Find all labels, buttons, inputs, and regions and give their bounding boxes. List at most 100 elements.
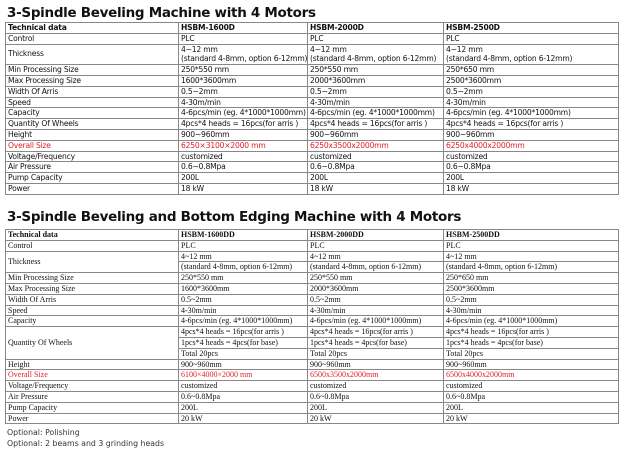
value-cell: 200L <box>307 172 444 184</box>
value-cell: 0.6~0.8Mpa <box>443 390 619 403</box>
row-label: Thickness <box>5 250 179 274</box>
spec-table-beveling-bottom-edging: Technical data HSBM-1600DD HSBM-2000DD HSBM… <box>5 229 619 425</box>
value-cell: 900~960mm <box>178 128 308 141</box>
value-cell: 250*550 mm <box>307 64 444 76</box>
value-cell: 1pcs*4 heads = 4pcs(for base) <box>307 336 444 349</box>
value-cell: 4~12 mm <box>178 250 308 263</box>
value-cell: (standard 4-8mm, option 6-12mm) <box>307 261 444 274</box>
value-cell: 4-30m/min <box>443 304 619 317</box>
header-cell: HSBM-1600D <box>178 22 308 34</box>
value-cell: 18 kW <box>178 182 308 195</box>
row-label: Capacity <box>5 315 179 328</box>
value-cell: 4pcs*4 heads = 16pcs(for arris ) <box>443 326 619 338</box>
header-cell: HSBM-1600DD <box>178 229 308 241</box>
row-label: Quantity Of Wheels <box>5 326 179 360</box>
row-label: Height <box>5 358 179 371</box>
value-cell: 18 kW <box>307 182 444 195</box>
row-label: Control <box>5 239 179 252</box>
table-row: Pump Capacity 200L 200L 200L <box>5 172 619 184</box>
value-cell: 0.6~0.8Mpa <box>307 161 444 174</box>
value-cell: 200L <box>178 172 308 184</box>
row-label: Speed <box>5 96 179 109</box>
header-cell: HSBM-2000DD <box>307 229 444 241</box>
value-cell: 250*550 mm <box>178 272 308 284</box>
note: Optional: Polishing <box>7 428 80 437</box>
value-cell: Total 20pcs <box>443 347 619 360</box>
row-label: Width Of Arris <box>5 293 179 306</box>
value-cell: Total 20pcs <box>307 347 444 360</box>
value-cell: 4~12 mm <box>443 250 619 263</box>
header-cell: Technical data <box>5 22 179 34</box>
value-cell: (standard 4-8mm, option 6-12mm) <box>443 54 619 66</box>
table-row: Overall Size 6250×3100×2000 mm 6250x3500x2… <box>5 139 619 152</box>
value-cell: 4-6pcs/min (eg. 4*1000*1000mm) <box>443 107 619 120</box>
table-row: Min Processing Size 250*550 mm 250*550 mm 2… <box>5 272 619 284</box>
value-cell: 20 kW <box>178 412 308 425</box>
table-row: Voltage/Frequency customized customized cus… <box>5 380 619 392</box>
header-row: Technical data HSBM-1600DD HSBM-2000DD HSBM… <box>5 229 619 241</box>
value-cell: 900~960mm <box>443 128 619 141</box>
value-cell: PLC <box>443 239 619 252</box>
row-label: Voltage/Frequency <box>5 150 179 163</box>
value-cell: 4~12 mm <box>443 43 619 55</box>
table-row: (standard 4-8mm, option 6-12mm) (standard… <box>6 54 619 66</box>
value-cell: 4-30m/min <box>178 96 308 109</box>
value-cell: 2000*3600mm <box>307 74 444 87</box>
note: Optional: 2 beams and 3 grinding heads <box>7 439 165 448</box>
value-cell: 4-30m/min <box>443 96 619 109</box>
table-row: Max Processing Size 1600*3600mm 2000*3600m… <box>5 74 619 87</box>
header-cell: HSBM-2500DD <box>443 229 619 241</box>
value-cell: 900~960mm <box>307 128 444 141</box>
table-row: Min Processing Size 250*550 mm 250*550 mm 2… <box>5 64 619 76</box>
notes: Optional: Polishing Optional: 2 beams an… <box>7 427 164 449</box>
value-cell: PLC <box>178 239 308 252</box>
row-label: Power <box>5 412 179 425</box>
row-label: Max Processing Size <box>5 282 179 295</box>
value-cell: 900~960mm <box>307 358 444 371</box>
value-cell: 1pcs*4 heads = 4pcs(for base) <box>443 336 619 349</box>
table-row: Speed 4-30m/min 4-30m/min 4-30m/min <box>5 304 619 317</box>
value-cell: 250*650 mm <box>443 64 619 76</box>
value-cell: 4pcs*4 heads = 16pcs(for arris ) <box>307 326 444 338</box>
value-cell: 200L <box>443 172 619 184</box>
table-row: Width Of Arris 0.5~2mm 0.5~2mm 0.5~2mm <box>5 293 619 306</box>
value-cell: 4-30m/min <box>178 304 308 317</box>
row-label: Overall Size <box>5 369 179 382</box>
table-row: Thickness 4~12 mm 4~12 mm 4~12 mm <box>5 250 619 274</box>
value-cell: PLC <box>443 32 619 45</box>
value-cell: 4-6pcs/min (eg. 4*1000*1000mm) <box>178 315 308 328</box>
value-cell: 20 kW <box>307 412 444 425</box>
table-row: Power 18 kW 18 kW 18 kW <box>5 182 619 195</box>
value-cell: 6250x4000x2000mm <box>443 139 619 152</box>
table-row: Speed 4-30m/min 4-30m/min 4-30m/min <box>5 96 619 109</box>
value-cell: 0.6~0.8Mpa <box>443 161 619 174</box>
value-cell: 4pcs*4 heads = 16pcs(for arris ) <box>178 118 308 130</box>
table-row: Quantity Of Wheels 4pcs*4 heads = 16pcs(f… <box>5 326 619 360</box>
value-cell: 18 kW <box>443 182 619 195</box>
value-cell: 0.6~0.8Mpa <box>178 390 308 403</box>
value-cell: 2500*3600mm <box>443 74 619 87</box>
value-cell: customized <box>178 150 308 163</box>
table-row: Overall Size 6100×4000×2000 mm 6500x3500x2… <box>5 369 619 382</box>
header-cell: Technical data <box>5 229 179 241</box>
table-row: Thickness 4~12 mm 4~12 mm 4~12 mm <box>5 43 619 66</box>
value-cell: (standard 4-8mm, option 6-12mm) <box>307 54 444 66</box>
value-cell: 6250x3500x2000mm <box>307 139 444 152</box>
value-cell: 0.5~2mm <box>307 293 444 306</box>
value-cell: 4-6pcs/min (eg. 4*1000*1000mm) <box>307 107 444 120</box>
table-row: Air Pressure 0.6~0.8Mpa 0.6~0.8Mpa 0.6~0.8M… <box>5 390 619 403</box>
row-label: Voltage/Frequency <box>5 380 179 392</box>
table-row: Control PLC PLC PLC <box>5 239 619 252</box>
value-cell: 1pcs*4 heads = 4pcs(for base) <box>178 336 308 349</box>
value-cell: 4~12 mm <box>307 250 444 263</box>
row-label: Min Processing Size <box>5 272 179 284</box>
value-cell: 200L <box>307 401 444 414</box>
value-cell: 0.5~2mm <box>443 85 619 98</box>
value-cell: 250*550 mm <box>307 272 444 284</box>
value-cell: 4-6pcs/min (eg. 4*1000*1000mm) <box>443 315 619 328</box>
value-cell: 4-30m/min <box>307 304 444 317</box>
value-cell: customized <box>307 150 444 163</box>
table-row: Height 900~960mm 900~960mm 900~960mm <box>5 128 619 141</box>
value-cell: 4-30m/min <box>307 96 444 109</box>
table-row: Width Of Arris 0.5~2mm 0.5~2mm 0.5~2mm <box>5 85 619 98</box>
